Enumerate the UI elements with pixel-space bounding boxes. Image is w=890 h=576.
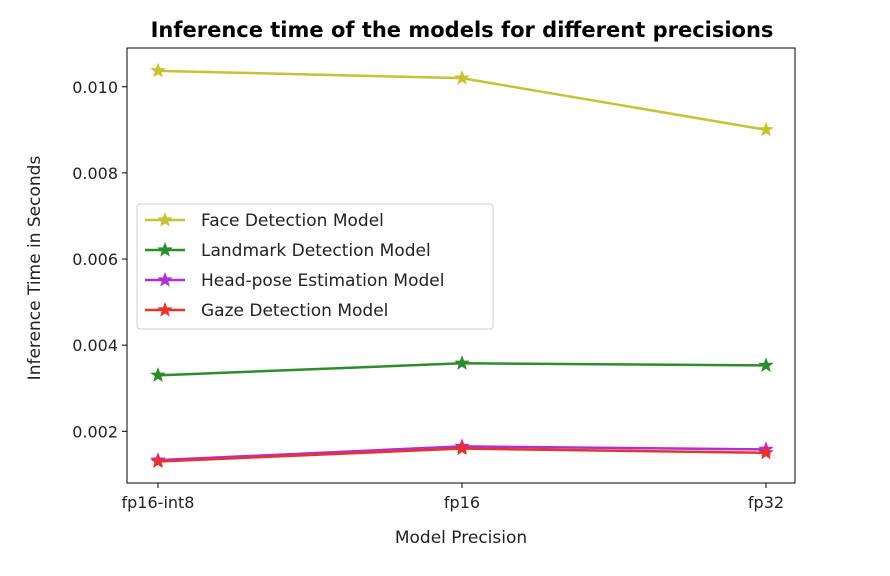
series-0 [150,62,774,137]
legend-star-icon [157,271,173,287]
y-axis-label: Inference Time in Seconds [25,156,45,381]
y-tick-label: 0.006 [72,250,118,269]
y-tick-label: 0.002 [72,422,118,441]
y-tick-label: 0.008 [72,164,118,183]
data-point-star-icon [758,121,774,137]
legend: Face Detection Model Landmark Detection M… [136,203,494,330]
x-tick-label: fp16 [444,493,480,512]
data-point-star-icon [150,62,166,78]
y-tick-label: 0.004 [72,336,118,355]
x-axis-label: Model Precision [395,528,527,548]
data-point-star-icon [150,453,166,469]
data-point-star-icon [150,367,166,382]
data-point-star-icon [758,444,774,460]
x-tick-label: fp32 [748,493,784,512]
legend-box [136,203,494,330]
plot-area [126,47,796,484]
legend-label: Head-pose Estimation Model [201,271,444,291]
series-layer [150,62,774,469]
legend-label: Gaze Detection Model [201,301,388,321]
legend-star-icon [157,241,173,257]
x-tick-label: fp16-int8 [122,493,195,512]
data-point-star-icon [454,440,470,456]
legend-label: Face Detection Model [201,211,384,231]
x-axis: fp16-int8 fp16 fp32 [122,483,784,512]
data-point-star-icon [454,355,470,370]
y-tick-label: 0.010 [72,78,118,97]
series-1 [150,355,774,382]
legend-star-icon [157,211,173,227]
legend-star-icon [157,301,173,317]
data-point-star-icon [454,70,470,85]
chart-title: Inference time of the models for differe… [151,18,774,42]
data-point-star-icon [758,357,774,373]
series-3 [150,440,774,469]
y-axis: 0.002 0.004 0.006 0.008 0.010 [72,78,127,441]
legend-label: Landmark Detection Model [201,241,431,261]
